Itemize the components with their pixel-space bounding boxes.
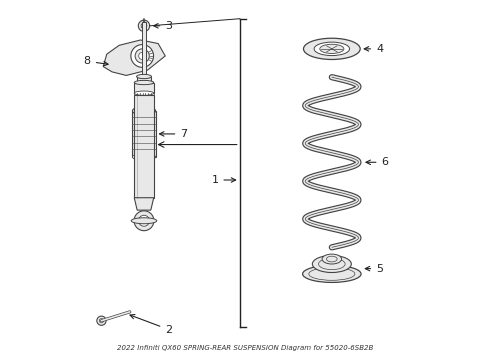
Circle shape xyxy=(139,53,146,59)
Circle shape xyxy=(131,45,153,67)
Polygon shape xyxy=(142,22,146,82)
Ellipse shape xyxy=(131,218,157,224)
Circle shape xyxy=(138,20,149,31)
Text: 3: 3 xyxy=(154,21,172,31)
Ellipse shape xyxy=(134,91,154,95)
Polygon shape xyxy=(132,111,155,157)
Ellipse shape xyxy=(320,44,344,54)
Ellipse shape xyxy=(314,42,349,55)
Ellipse shape xyxy=(137,75,151,78)
Polygon shape xyxy=(143,18,145,22)
Ellipse shape xyxy=(312,256,351,273)
Circle shape xyxy=(134,211,154,231)
Polygon shape xyxy=(134,82,154,93)
Ellipse shape xyxy=(303,265,361,283)
Text: 2022 Infiniti QX60 SPRING-REAR SUSPENSION Diagram for 55020-6SB2B: 2022 Infiniti QX60 SPRING-REAR SUSPENSIO… xyxy=(117,345,373,351)
Text: 7: 7 xyxy=(160,129,188,139)
Text: 2: 2 xyxy=(130,315,172,334)
Circle shape xyxy=(135,49,149,63)
Circle shape xyxy=(141,23,147,29)
Ellipse shape xyxy=(140,109,148,112)
Ellipse shape xyxy=(322,254,342,264)
Polygon shape xyxy=(134,95,154,198)
Text: 5: 5 xyxy=(365,264,383,274)
Ellipse shape xyxy=(134,80,154,85)
Text: 1: 1 xyxy=(211,175,236,185)
Circle shape xyxy=(97,316,106,325)
Text: 8: 8 xyxy=(84,56,108,66)
Circle shape xyxy=(139,215,149,226)
Ellipse shape xyxy=(132,153,155,161)
Circle shape xyxy=(99,319,103,323)
Ellipse shape xyxy=(132,107,155,115)
Ellipse shape xyxy=(303,38,360,59)
Ellipse shape xyxy=(137,108,151,114)
Text: 6: 6 xyxy=(366,157,389,167)
Polygon shape xyxy=(103,40,165,76)
Text: 4: 4 xyxy=(364,44,383,54)
Polygon shape xyxy=(137,77,151,84)
Polygon shape xyxy=(134,198,154,210)
